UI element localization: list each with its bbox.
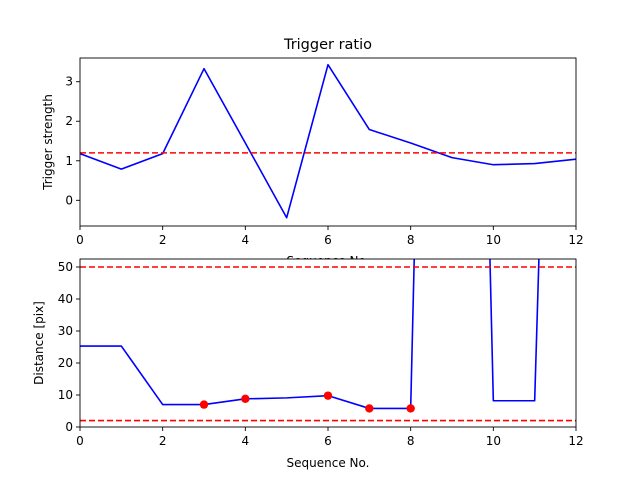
y-axis-label: Distance [pix] — [32, 301, 46, 385]
x-tick-label: 8 — [407, 233, 415, 247]
chart-title: Trigger ratio — [283, 37, 372, 53]
y-tick-label: 2 — [65, 114, 73, 128]
y-tick-label: 0 — [65, 193, 73, 207]
y-tick-label: 20 — [58, 356, 73, 370]
y-tick-label: 10 — [58, 388, 73, 402]
y-axis-label: Trigger strength — [41, 94, 55, 191]
distance-chart: Distance [pix] Sequence No. 0 2 4 6 8 10 12 0 10… — [32, 258, 584, 470]
trigger-ratio-chart: Trigger ratio Trigger strength Sequence … — [41, 37, 584, 268]
x-tick-label: 8 — [407, 434, 415, 448]
data-point-marker — [199, 400, 209, 409]
y-tick-label: 1 — [65, 154, 73, 168]
plot-background — [80, 259, 576, 427]
x-tick-label: 0 — [76, 233, 84, 247]
x-tick-label: 10 — [486, 233, 501, 247]
x-tick-label: 0 — [76, 434, 84, 448]
data-point-marker — [241, 394, 250, 404]
x-axis-label: Sequence No. — [287, 456, 370, 470]
data-point-marker — [323, 391, 333, 400]
y-tick-label: 3 — [65, 75, 73, 89]
x-tick-label: 10 — [486, 434, 501, 448]
y-tick-label: 0 — [65, 420, 73, 434]
data-point-marker — [365, 404, 374, 413]
data-point-marker — [406, 404, 415, 413]
plot-area: 0 2 4 6 8 10 12 0 10 20 30 40 50 — [58, 258, 584, 448]
x-tick-label: 2 — [159, 434, 167, 448]
x-tick-label: 4 — [242, 233, 250, 247]
x-tick-label: 2 — [159, 233, 167, 247]
x-tick-label: 6 — [324, 233, 332, 247]
x-tick-label: 4 — [242, 434, 250, 448]
data-layer — [80, 259, 576, 422]
y-tick-label: 40 — [58, 292, 73, 306]
x-tick-label: 12 — [568, 233, 583, 247]
data-layer — [80, 63, 576, 219]
axes-frame — [79, 57, 577, 227]
series-line-0 — [80, 63, 576, 219]
y-tick-label: 50 — [58, 260, 73, 274]
x-tick-label: 6 — [324, 434, 332, 448]
x-tick-label: 12 — [568, 434, 583, 448]
y-tick-label: 30 — [58, 324, 73, 338]
